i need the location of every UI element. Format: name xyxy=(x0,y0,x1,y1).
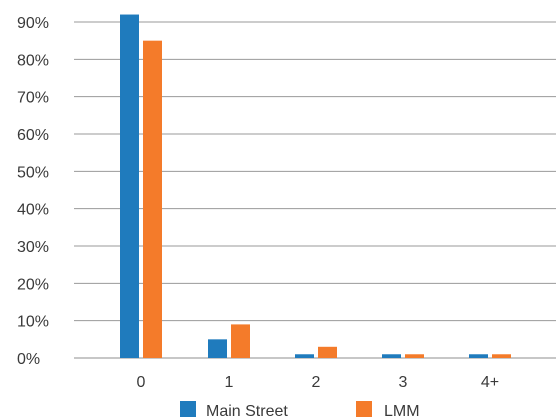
legend-swatch-main-street xyxy=(180,401,196,417)
y-tick-label: 10% xyxy=(17,314,49,331)
bar-lmm-4 xyxy=(492,354,511,358)
y-tick-label: 90% xyxy=(17,15,49,32)
bar-main-street-0 xyxy=(120,14,139,359)
x-tick-label: 0 xyxy=(137,374,146,391)
x-tick-label: 1 xyxy=(225,374,234,391)
bar-lmm-2 xyxy=(318,346,337,358)
bar-lmm-0 xyxy=(143,40,162,359)
x-tick-label: 4+ xyxy=(481,374,499,391)
y-tick-label: 0% xyxy=(17,351,40,368)
bar-main-street-1 xyxy=(208,339,227,358)
y-axis-tick-labels: 0% 10% 20% 30% 40% 50% 60% 70% 80% 90% xyxy=(17,15,49,368)
bar-lmm-3 xyxy=(405,354,424,358)
y-tick-label: 40% xyxy=(17,202,49,219)
bar-main-street-2 xyxy=(295,354,314,358)
bar-lmm-1 xyxy=(231,324,250,358)
bar-main-street-4 xyxy=(469,354,488,358)
x-tick-label: 3 xyxy=(399,374,408,391)
y-tick-label: 30% xyxy=(17,239,49,256)
legend: Main Street LMM xyxy=(180,401,420,419)
x-axis-tick-labels: 0 1 2 3 4+ xyxy=(137,374,500,391)
legend-label-main-street: Main Street xyxy=(206,403,288,419)
legend-label-lmm: LMM xyxy=(384,403,420,419)
y-tick-label: 50% xyxy=(17,164,49,181)
y-tick-label: 70% xyxy=(17,90,49,107)
bars xyxy=(120,14,511,359)
y-tick-label: 20% xyxy=(17,276,49,293)
y-tick-label: 60% xyxy=(17,127,49,144)
x-tick-label: 2 xyxy=(312,374,321,391)
bar-main-street-3 xyxy=(382,354,401,358)
y-tick-label: 80% xyxy=(17,52,49,69)
legend-swatch-lmm xyxy=(356,401,372,417)
